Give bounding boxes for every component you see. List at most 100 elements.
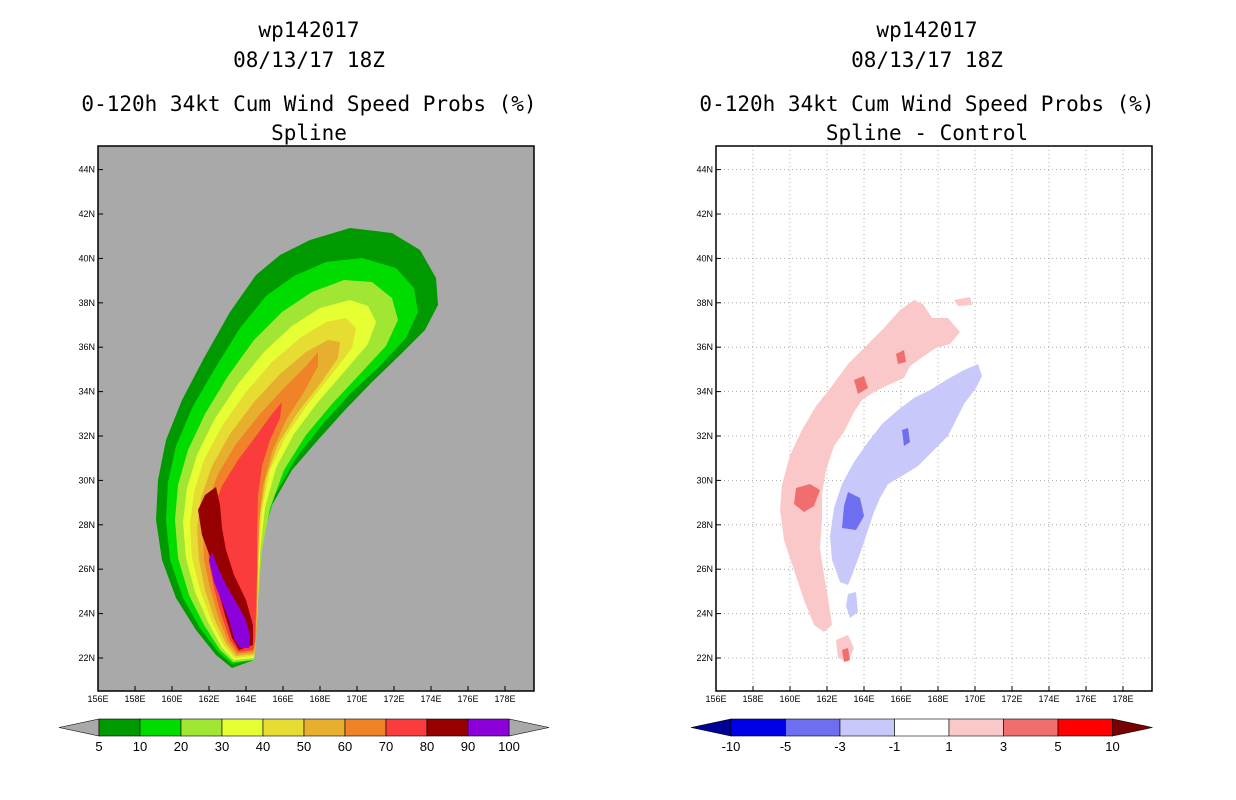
colorbar-high-arrow <box>508 718 550 737</box>
y-tick-label: 30N <box>78 475 95 485</box>
y-tick-label: 42N <box>696 209 713 219</box>
colorbar-label: 5 <box>1054 739 1061 754</box>
diff-positive-medium-2 <box>896 350 906 364</box>
left-chart: 156E 158E 160E 162E 164E 166E 168E 170E 172E 174E… <box>58 145 550 754</box>
y-tick-label: 44N <box>78 165 95 175</box>
right-storm-id: wp142017 <box>876 18 978 42</box>
y-tick-label: 34N <box>696 387 713 397</box>
x-tick-label: 178E <box>1112 694 1133 704</box>
right-colorbar: -10 -5 -3 -1 1 3 5 10 <box>690 718 1153 754</box>
y-tick-label: 22N <box>696 653 713 663</box>
x-tick-label: 168E <box>927 694 948 704</box>
diff-negative-small-1 <box>846 592 858 618</box>
x-tick-label: 162E <box>198 694 219 704</box>
colorbar-low-arrow <box>58 718 100 737</box>
x-tick-label: 160E <box>779 694 800 704</box>
y-tick-label: 40N <box>696 253 713 263</box>
colorbar-label: 3 <box>1000 739 1007 754</box>
colorbar-swatch <box>98 718 141 737</box>
x-tick-label: 158E <box>124 694 145 704</box>
colorbar-low-arrow <box>690 718 732 737</box>
left-date: 08/13/17 18Z <box>233 48 385 72</box>
colorbar-label: -10 <box>722 739 741 754</box>
colorbar-label: -5 <box>780 739 792 754</box>
y-tick-label: 32N <box>78 431 95 441</box>
colorbar-swatch <box>730 718 786 737</box>
y-tick-label: 30N <box>696 475 713 485</box>
colorbar-label: 70 <box>379 739 393 754</box>
y-tick-label: 42N <box>78 209 95 219</box>
y-tick-label: 24N <box>696 609 713 619</box>
right-subtitle: Spline - Control <box>825 121 1029 145</box>
x-tick-label: 176E <box>1075 694 1096 704</box>
colorbar-swatch <box>785 718 841 737</box>
y-tick-label: 24N <box>78 609 95 619</box>
colorbar-swatch <box>385 718 428 737</box>
x-tick-label: 174E <box>1038 694 1059 704</box>
x-tick-label: 162E <box>816 694 837 704</box>
x-tick-label: 176E <box>457 694 478 704</box>
colorbar-label: 40 <box>256 739 270 754</box>
left-plot-frame <box>97 145 535 692</box>
y-tick-label: 26N <box>696 564 713 574</box>
x-tick-label: 168E <box>309 694 330 704</box>
y-tick-label: 44N <box>696 165 713 175</box>
colorbar-label: 10 <box>1105 739 1119 754</box>
right-date: 08/13/17 18Z <box>851 48 1003 72</box>
diff-positive-band <box>780 300 960 632</box>
colorbar-label: 90 <box>461 739 475 754</box>
x-tick-label: 156E <box>87 694 108 704</box>
diff-negative-medium-1 <box>842 492 864 530</box>
y-tick-label: 28N <box>696 520 713 530</box>
diff-negative-medium-2 <box>902 428 910 446</box>
right-title: 0-120h 34kt Cum Wind Speed Probs (%) <box>699 92 1155 116</box>
diff-positive-medium-3 <box>854 376 868 394</box>
y-tick-label: 40N <box>78 253 95 263</box>
left-colorbar: 5 10 20 30 40 50 60 70 80 90 100 <box>58 718 550 754</box>
diff-positive-medium-4 <box>842 648 850 662</box>
colorbar-swatch <box>426 718 469 737</box>
colorbar-label: 50 <box>297 739 311 754</box>
x-tick-label: 172E <box>1001 694 1022 704</box>
colorbar-label: 60 <box>338 739 352 754</box>
left-subtitle: Spline <box>271 121 347 145</box>
diff-positive-small-1 <box>954 297 972 306</box>
x-tick-label: 158E <box>742 694 763 704</box>
y-tick-label: 22N <box>78 653 95 663</box>
x-tick-label: 164E <box>235 694 256 704</box>
left-contours <box>156 228 438 668</box>
left-panel: wp142017 08/13/17 18Z 0-120h 34kt Cum Wi… <box>58 18 550 754</box>
y-tick-label: 36N <box>78 342 95 352</box>
left-title: 0-120h 34kt Cum Wind Speed Probs (%) <box>81 92 537 116</box>
colorbar-label: -3 <box>834 739 846 754</box>
colorbar-swatch <box>303 718 346 737</box>
colorbar-swatch <box>139 718 182 737</box>
right-diff-contours <box>780 297 982 662</box>
right-plot-frame <box>715 145 1153 692</box>
right-axis-ticks: 156E 158E 160E 162E 164E 166E 168E 170E 172E 174E… <box>696 165 1133 704</box>
x-tick-label: 170E <box>346 694 367 704</box>
colorbar-high-arrow <box>1112 718 1153 737</box>
colorbar-swatch <box>262 718 305 737</box>
x-tick-label: 178E <box>494 694 515 704</box>
colorbar-label: 80 <box>420 739 434 754</box>
colorbar-label: 5 <box>95 739 102 754</box>
x-tick-label: 164E <box>853 694 874 704</box>
right-chart: 156E 158E 160E 162E 164E 166E 168E 170E 172E 174E… <box>690 145 1153 754</box>
diff-negative-band <box>830 364 982 585</box>
colorbar-label: 1 <box>945 739 952 754</box>
colorbar-swatch <box>221 718 264 737</box>
y-tick-label: 34N <box>78 387 95 397</box>
colorbar-label: 30 <box>215 739 229 754</box>
colorbar-swatch <box>948 718 1004 737</box>
colorbar-swatch <box>1003 718 1059 737</box>
colorbar-swatch <box>839 718 895 737</box>
x-tick-label: 172E <box>383 694 404 704</box>
colorbar-swatch <box>180 718 223 737</box>
diff-positive-small-2 <box>836 635 854 662</box>
diff-positive-medium-1 <box>794 484 820 512</box>
colorbar-swatch <box>467 718 510 737</box>
colorbar-label: 100 <box>498 739 520 754</box>
colorbar-label: -1 <box>889 739 901 754</box>
right-panel: wp142017 08/13/17 18Z 0-120h 34kt Cum Wi… <box>618 0 1236 800</box>
